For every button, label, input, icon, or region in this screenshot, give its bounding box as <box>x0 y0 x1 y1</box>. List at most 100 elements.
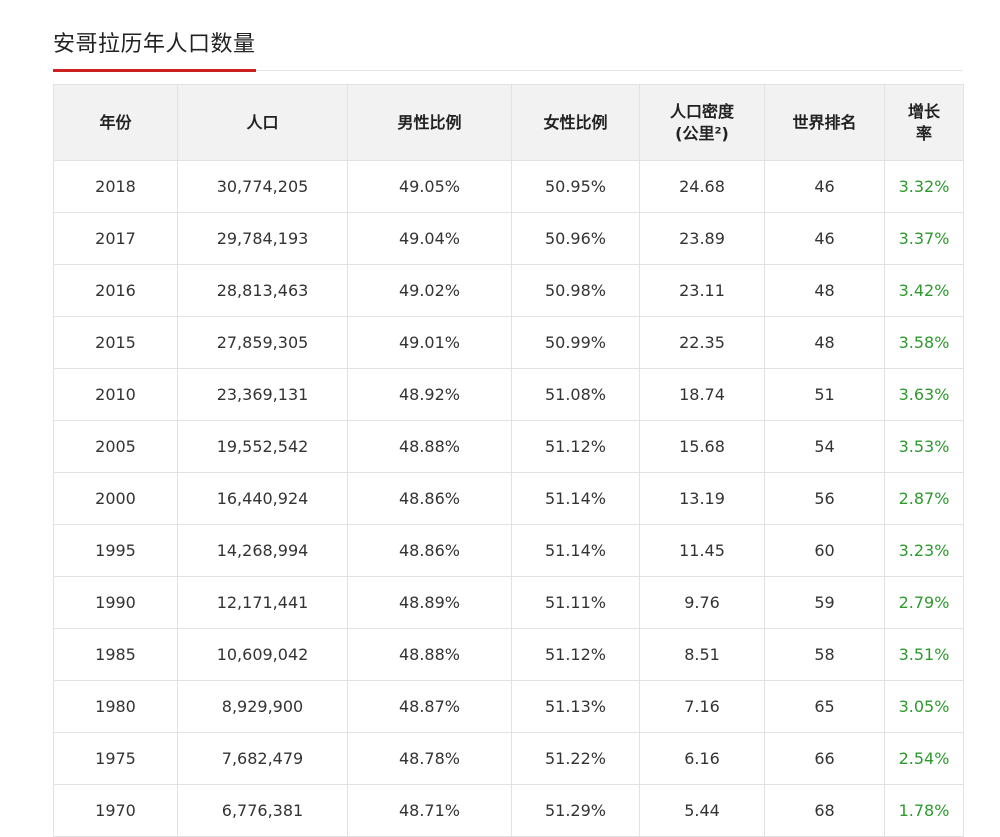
cell-density: 18.74 <box>639 368 765 421</box>
header-density-line2: (公里²) <box>675 123 729 143</box>
cell-population: 16,440,924 <box>177 472 348 525</box>
cell-growth-rate: 3.51% <box>884 628 964 681</box>
cell-male-ratio: 48.88% <box>347 420 512 473</box>
cell-female-ratio: 51.29% <box>511 784 640 837</box>
cell-population: 14,268,994 <box>177 524 348 577</box>
cell-female-ratio: 50.96% <box>511 212 640 265</box>
header-year: 年份 <box>53 84 178 161</box>
cell-year: 1975 <box>53 732 178 785</box>
cell-growth-rate: 3.63% <box>884 368 964 421</box>
table-row: 1970 6,776,381 48.71% 51.29% 5.44 68 1.78% <box>53 784 964 837</box>
table-body: 2018 30,774,205 49.05% 50.95% 24.68 46 3.32% 20… <box>53 160 964 837</box>
cell-growth-rate: 1.78% <box>884 784 964 837</box>
cell-world-rank: 46 <box>764 212 885 265</box>
cell-female-ratio: 51.12% <box>511 420 640 473</box>
cell-male-ratio: 48.86% <box>347 524 512 577</box>
cell-year: 1980 <box>53 680 178 733</box>
cell-male-ratio: 48.88% <box>347 628 512 681</box>
cell-population: 23,369,131 <box>177 368 348 421</box>
cell-population: 30,774,205 <box>177 160 348 213</box>
cell-year: 1990 <box>53 576 178 629</box>
cell-male-ratio: 48.71% <box>347 784 512 837</box>
cell-growth-rate: 3.53% <box>884 420 964 473</box>
cell-population: 7,682,479 <box>177 732 348 785</box>
cell-male-ratio: 48.78% <box>347 732 512 785</box>
table-row: 2010 23,369,131 48.92% 51.08% 18.74 51 3.63% <box>53 368 964 421</box>
cell-growth-rate: 3.37% <box>884 212 964 265</box>
cell-growth-rate: 3.05% <box>884 680 964 733</box>
cell-female-ratio: 51.13% <box>511 680 640 733</box>
cell-female-ratio: 51.14% <box>511 524 640 577</box>
cell-male-ratio: 49.01% <box>347 316 512 369</box>
header-density: 人口密度 (公里²) <box>639 84 765 161</box>
cell-male-ratio: 49.05% <box>347 160 512 213</box>
cell-female-ratio: 51.12% <box>511 628 640 681</box>
header-growth-line1: 增长 <box>907 101 940 121</box>
cell-world-rank: 51 <box>764 368 885 421</box>
cell-female-ratio: 50.98% <box>511 264 640 317</box>
cell-year: 2017 <box>53 212 178 265</box>
cell-female-ratio: 50.95% <box>511 160 640 213</box>
cell-year: 1970 <box>53 784 178 837</box>
cell-density: 5.44 <box>639 784 765 837</box>
section-header: 安哥拉历年人口数量 <box>53 24 963 72</box>
cell-growth-rate: 3.23% <box>884 524 964 577</box>
table-row: 1975 7,682,479 48.78% 51.22% 6.16 66 2.54% <box>53 732 964 785</box>
cell-density: 11.45 <box>639 524 765 577</box>
table-row: 2015 27,859,305 49.01% 50.99% 22.35 48 3.58% <box>53 316 964 369</box>
table-row: 2000 16,440,924 48.86% 51.14% 13.19 56 2.87% <box>53 472 964 525</box>
cell-world-rank: 60 <box>764 524 885 577</box>
cell-world-rank: 46 <box>764 160 885 213</box>
cell-density: 7.16 <box>639 680 765 733</box>
table-row: 2017 29,784,193 49.04% 50.96% 23.89 46 3.37% <box>53 212 964 265</box>
cell-male-ratio: 48.89% <box>347 576 512 629</box>
header-growth: 增长 率 <box>884 84 964 161</box>
table-row: 2005 19,552,542 48.88% 51.12% 15.68 54 3.53% <box>53 420 964 473</box>
cell-male-ratio: 49.04% <box>347 212 512 265</box>
cell-year: 2018 <box>53 160 178 213</box>
cell-world-rank: 68 <box>764 784 885 837</box>
cell-female-ratio: 51.08% <box>511 368 640 421</box>
cell-population: 6,776,381 <box>177 784 348 837</box>
cell-density: 23.11 <box>639 264 765 317</box>
cell-density: 13.19 <box>639 472 765 525</box>
cell-population: 12,171,441 <box>177 576 348 629</box>
table-row: 1990 12,171,441 48.89% 51.11% 9.76 59 2.79% <box>53 576 964 629</box>
cell-density: 22.35 <box>639 316 765 369</box>
population-table: 年份 人口 男性比例 女性比例 人口密度 (公里²) 世界排名 增长 率 201… <box>53 84 964 837</box>
header-male-ratio: 男性比例 <box>347 84 512 161</box>
table-row: 2016 28,813,463 49.02% 50.98% 23.11 48 3.42% <box>53 264 964 317</box>
cell-year: 1985 <box>53 628 178 681</box>
cell-density: 6.16 <box>639 732 765 785</box>
cell-world-rank: 56 <box>764 472 885 525</box>
cell-population: 28,813,463 <box>177 264 348 317</box>
cell-growth-rate: 3.42% <box>884 264 964 317</box>
cell-world-rank: 48 <box>764 264 885 317</box>
header-population: 人口 <box>177 84 348 161</box>
cell-growth-rate: 2.79% <box>884 576 964 629</box>
cell-female-ratio: 51.11% <box>511 576 640 629</box>
table-header: 年份 人口 男性比例 女性比例 人口密度 (公里²) 世界排名 增长 率 <box>53 84 964 161</box>
cell-female-ratio: 50.99% <box>511 316 640 369</box>
header-female-ratio: 女性比例 <box>511 84 640 161</box>
page-title: 安哥拉历年人口数量 <box>53 32 256 57</box>
cell-population: 8,929,900 <box>177 680 348 733</box>
cell-world-rank: 66 <box>764 732 885 785</box>
cell-world-rank: 58 <box>764 628 885 681</box>
cell-male-ratio: 48.92% <box>347 368 512 421</box>
cell-year: 2000 <box>53 472 178 525</box>
table-row: 2018 30,774,205 49.05% 50.95% 24.68 46 3.32% <box>53 160 964 213</box>
cell-year: 2005 <box>53 420 178 473</box>
title-underline <box>53 69 256 72</box>
cell-female-ratio: 51.14% <box>511 472 640 525</box>
cell-density: 23.89 <box>639 212 765 265</box>
cell-male-ratio: 48.87% <box>347 680 512 733</box>
cell-population: 29,784,193 <box>177 212 348 265</box>
header-density-line1: 人口密度 <box>669 101 734 121</box>
cell-year: 2015 <box>53 316 178 369</box>
header-growth-line2: 率 <box>915 123 932 143</box>
cell-population: 27,859,305 <box>177 316 348 369</box>
cell-density: 9.76 <box>639 576 765 629</box>
cell-density: 8.51 <box>639 628 765 681</box>
cell-growth-rate: 2.54% <box>884 732 964 785</box>
